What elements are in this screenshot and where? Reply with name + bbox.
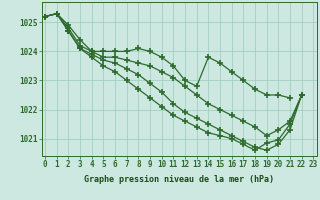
X-axis label: Graphe pression niveau de la mer (hPa): Graphe pression niveau de la mer (hPa): [84, 175, 274, 184]
